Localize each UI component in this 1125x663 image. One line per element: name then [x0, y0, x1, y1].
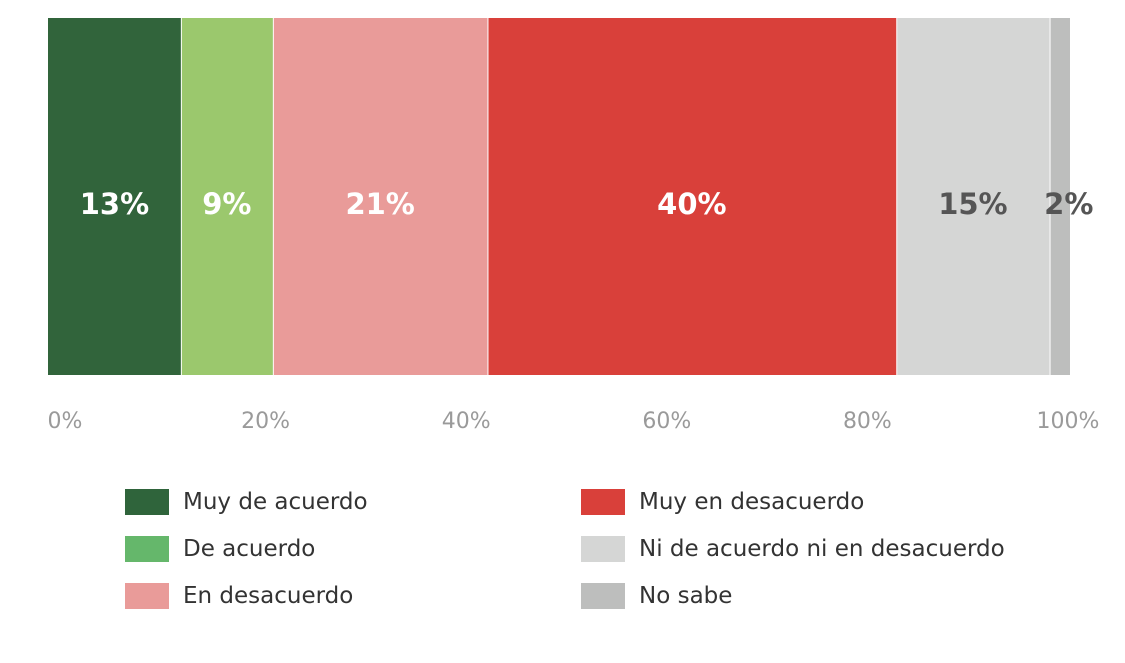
legend-item: Muy de acuerdo: [125, 489, 368, 515]
legend-item: Ni de acuerdo ni en desacuerdo: [581, 536, 1005, 562]
legend-label: Muy de acuerdo: [183, 489, 368, 515]
x-tick-label: 80%: [843, 409, 892, 434]
legend-swatch: [125, 489, 169, 515]
legend-swatch: [581, 583, 625, 609]
legend-swatch: [581, 489, 625, 515]
bar-segment-4: [897, 18, 1050, 375]
data-label: 2%: [1044, 187, 1093, 221]
legend-label: De acuerdo: [183, 536, 316, 562]
x-tick-label: 60%: [642, 409, 691, 434]
data-label: 13%: [80, 187, 149, 221]
bar-segment-0: [48, 18, 181, 375]
legend-label: Muy en desacuerdo: [639, 489, 865, 515]
legend-label: Ni de acuerdo ni en desacuerdo: [639, 536, 1005, 562]
legend-item: En desacuerdo: [125, 583, 353, 609]
legend-swatch: [125, 536, 169, 562]
legend-label: No sabe: [639, 583, 733, 609]
legend-label: En desacuerdo: [183, 583, 354, 609]
data-label: 21%: [345, 187, 414, 221]
x-tick-label: 100%: [1037, 409, 1100, 434]
stacked-bar-chart: 13% 9% 21% 40% 15% 2% 0% 20% 40% 60% 80% 100%: [48, 18, 1100, 434]
x-tick-label: 0%: [48, 409, 83, 434]
legend-item: Muy en desacuerdo: [581, 489, 864, 515]
bar-segment-2: [273, 18, 488, 375]
legend-item: No sabe: [581, 583, 732, 609]
legend-item: De acuerdo: [125, 536, 315, 562]
legend-swatch: [125, 583, 169, 609]
data-label: 40%: [657, 187, 726, 221]
data-label: 9%: [202, 187, 251, 221]
x-tick-label: 20%: [241, 409, 290, 434]
x-tick-label: 40%: [442, 409, 491, 434]
bar-segment-5: [1050, 18, 1070, 375]
bar-segment-3: [488, 18, 897, 375]
bar-segment-1: [181, 18, 273, 375]
data-label: 15%: [938, 187, 1007, 221]
legend-swatch: [581, 536, 625, 562]
